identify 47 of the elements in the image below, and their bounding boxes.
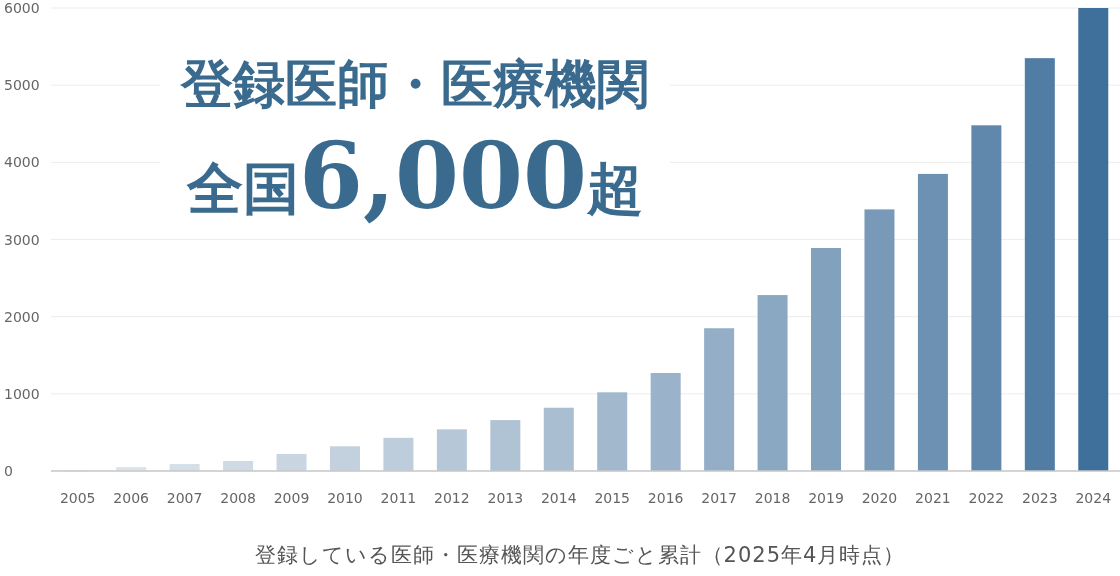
x-tick-label: 2022 xyxy=(968,490,1005,506)
y-tick-label: 4000 xyxy=(4,154,40,171)
x-tick-label: 2005 xyxy=(59,490,96,506)
bar xyxy=(917,173,948,471)
y-tick-label: 3000 xyxy=(4,231,40,248)
bar xyxy=(704,328,735,471)
x-tick-label: 2013 xyxy=(487,490,524,506)
bar xyxy=(1078,8,1109,471)
x-tick-label: 2008 xyxy=(220,490,256,506)
x-axis-title: 登録している医師・医療機関の年度ごと累計（2025年4月時点） xyxy=(254,543,906,567)
x-tick-label: 2017 xyxy=(701,490,737,506)
x-tick-label: 2009 xyxy=(273,490,310,506)
bar xyxy=(971,125,1002,471)
x-tick-label: 2018 xyxy=(754,490,791,506)
x-tick-label: 2016 xyxy=(647,490,684,506)
x-tick-label: 2011 xyxy=(380,490,417,506)
x-tick-label: 2014 xyxy=(540,490,577,506)
text: 登録医師・医療機関 xyxy=(179,53,649,114)
x-tick-label: 2020 xyxy=(861,490,898,506)
x-tick-label: 2023 xyxy=(1022,490,1058,506)
bar xyxy=(650,373,681,471)
bar xyxy=(543,407,574,471)
bar xyxy=(757,295,788,471)
bar xyxy=(329,446,360,471)
bar xyxy=(1024,58,1055,471)
x-tick-label: 2010 xyxy=(327,490,363,506)
bar xyxy=(223,460,254,471)
y-tick-label: 5000 xyxy=(4,77,40,94)
x-tick-label: 2007 xyxy=(166,490,203,506)
bar xyxy=(436,429,467,471)
bar xyxy=(490,420,521,471)
y-tick-label: 0 xyxy=(4,463,13,479)
x-tick-label: 2012 xyxy=(434,490,470,506)
bar xyxy=(597,392,628,471)
x-tick-label: 2019 xyxy=(808,490,844,506)
x-tick-label: 2006 xyxy=(113,490,150,506)
y-tick-label: 2000 xyxy=(4,308,40,325)
x-tick-label: 2015 xyxy=(594,490,631,506)
x-tick-label: 2024 xyxy=(1075,490,1112,506)
bar xyxy=(383,437,414,471)
text: 全国6,000超 xyxy=(185,122,644,230)
bar xyxy=(276,454,307,471)
y-tick-label: 6000 xyxy=(4,0,40,16)
x-tick-label: 2021 xyxy=(915,490,951,506)
bar xyxy=(811,247,842,471)
y-tick-label: 1000 xyxy=(4,385,40,402)
bar xyxy=(864,209,895,471)
